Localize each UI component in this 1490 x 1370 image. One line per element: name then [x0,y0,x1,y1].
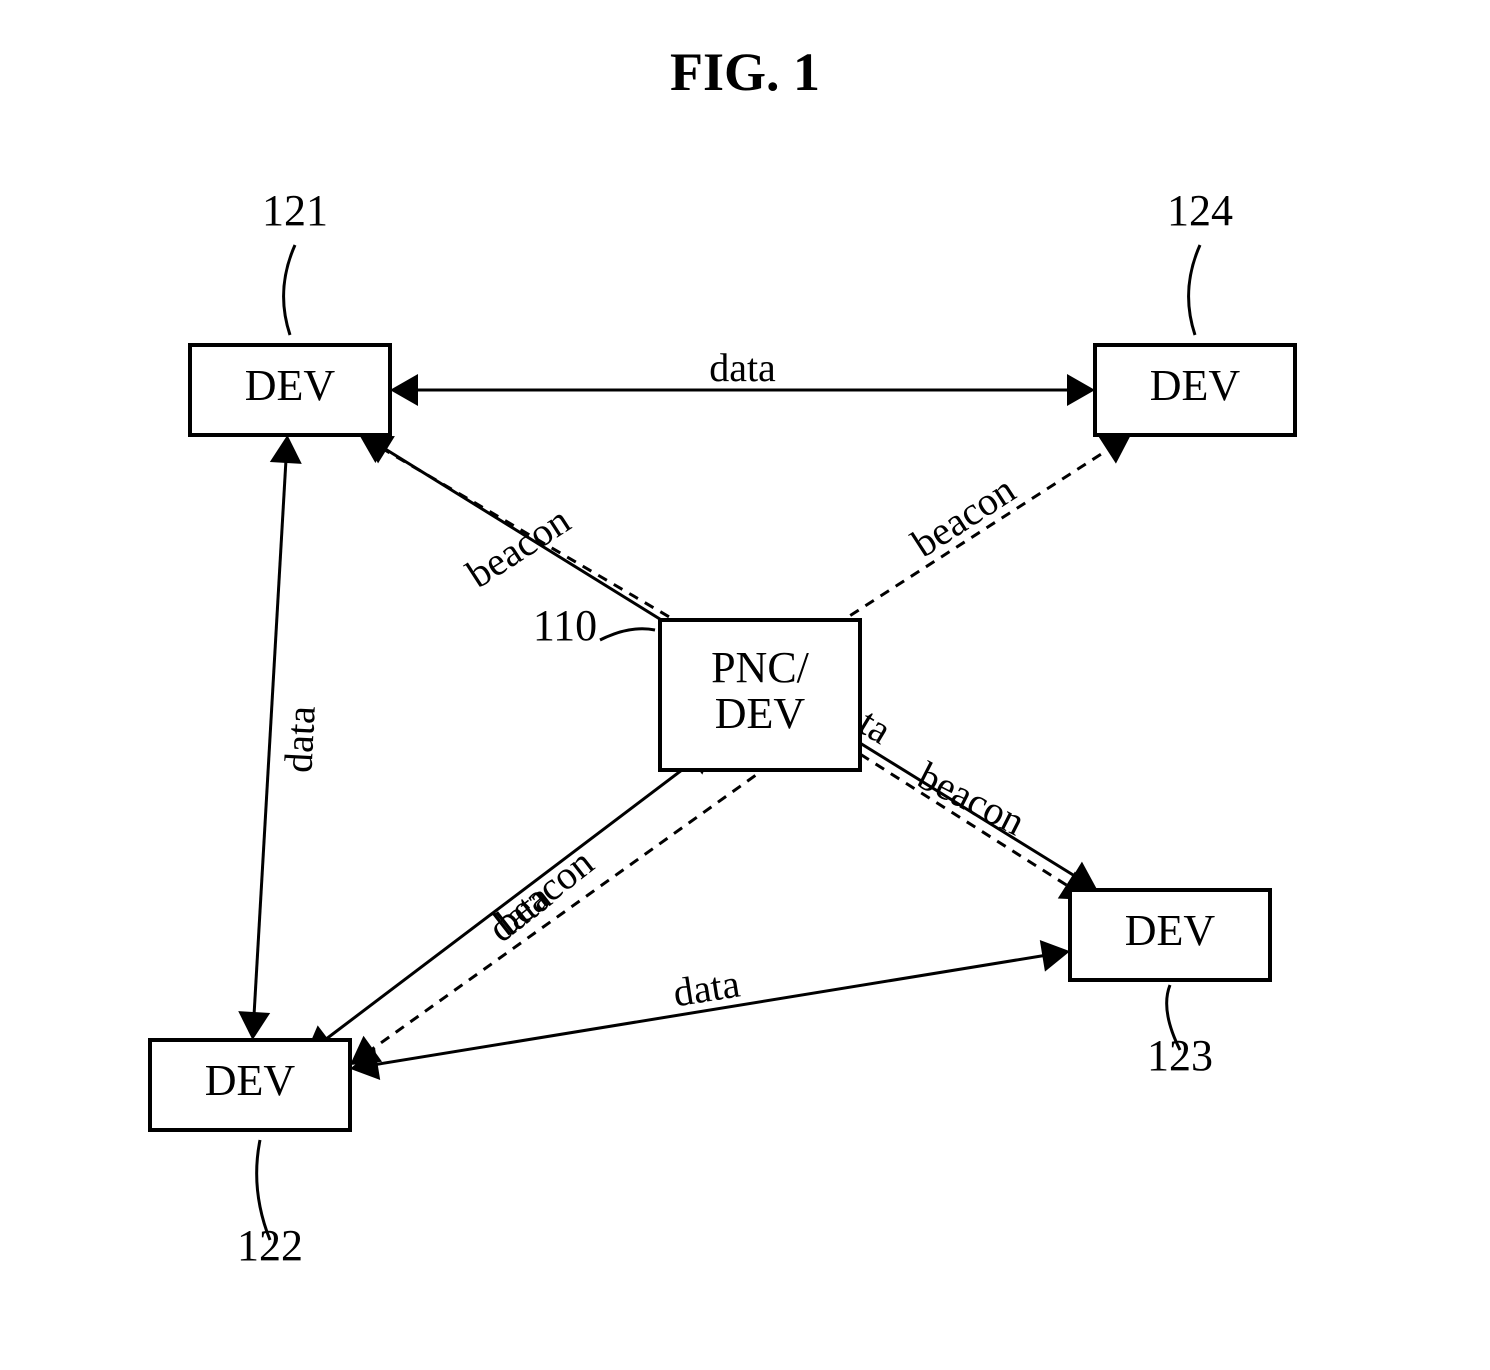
ref-123: 123 [1147,1031,1213,1080]
edge-label-pnc-dev123: beacon [911,753,1032,845]
node-dev121-label-0: DEV [245,361,336,410]
arrowhead [1067,374,1095,406]
edge-label-dev121-dev124: data [709,345,776,390]
arrowhead [270,435,302,464]
node-pnc-label-0: PNC/ [711,643,810,692]
edge-label-pnc-dev122: beacon [485,839,602,944]
ref-122: 122 [237,1221,303,1270]
node-pnc-label-1: DEV [715,689,806,738]
ref-121: 121 [262,186,328,235]
leader-121 [284,245,295,335]
leader-124 [1189,245,1200,335]
arrowhead [390,374,418,406]
edge-label-pnc-dev121: beacon [458,497,578,596]
edge-pnc-dev122 [364,765,770,1055]
arrowhead [238,1011,270,1040]
node-dev124-label-0: DEV [1150,361,1241,410]
leader-110 [600,629,655,640]
arrowhead [350,1036,382,1065]
ref-110: 110 [533,601,597,650]
figure-title: FIG. 1 [670,42,820,102]
arrowhead [1099,435,1131,464]
node-dev123-label-0: DEV [1125,906,1216,955]
edge-label-dev121-dev122: data [275,705,323,774]
node-dev122-label-0: DEV [205,1056,296,1105]
ref-124: 124 [1167,186,1233,235]
arrowhead [1040,940,1070,972]
